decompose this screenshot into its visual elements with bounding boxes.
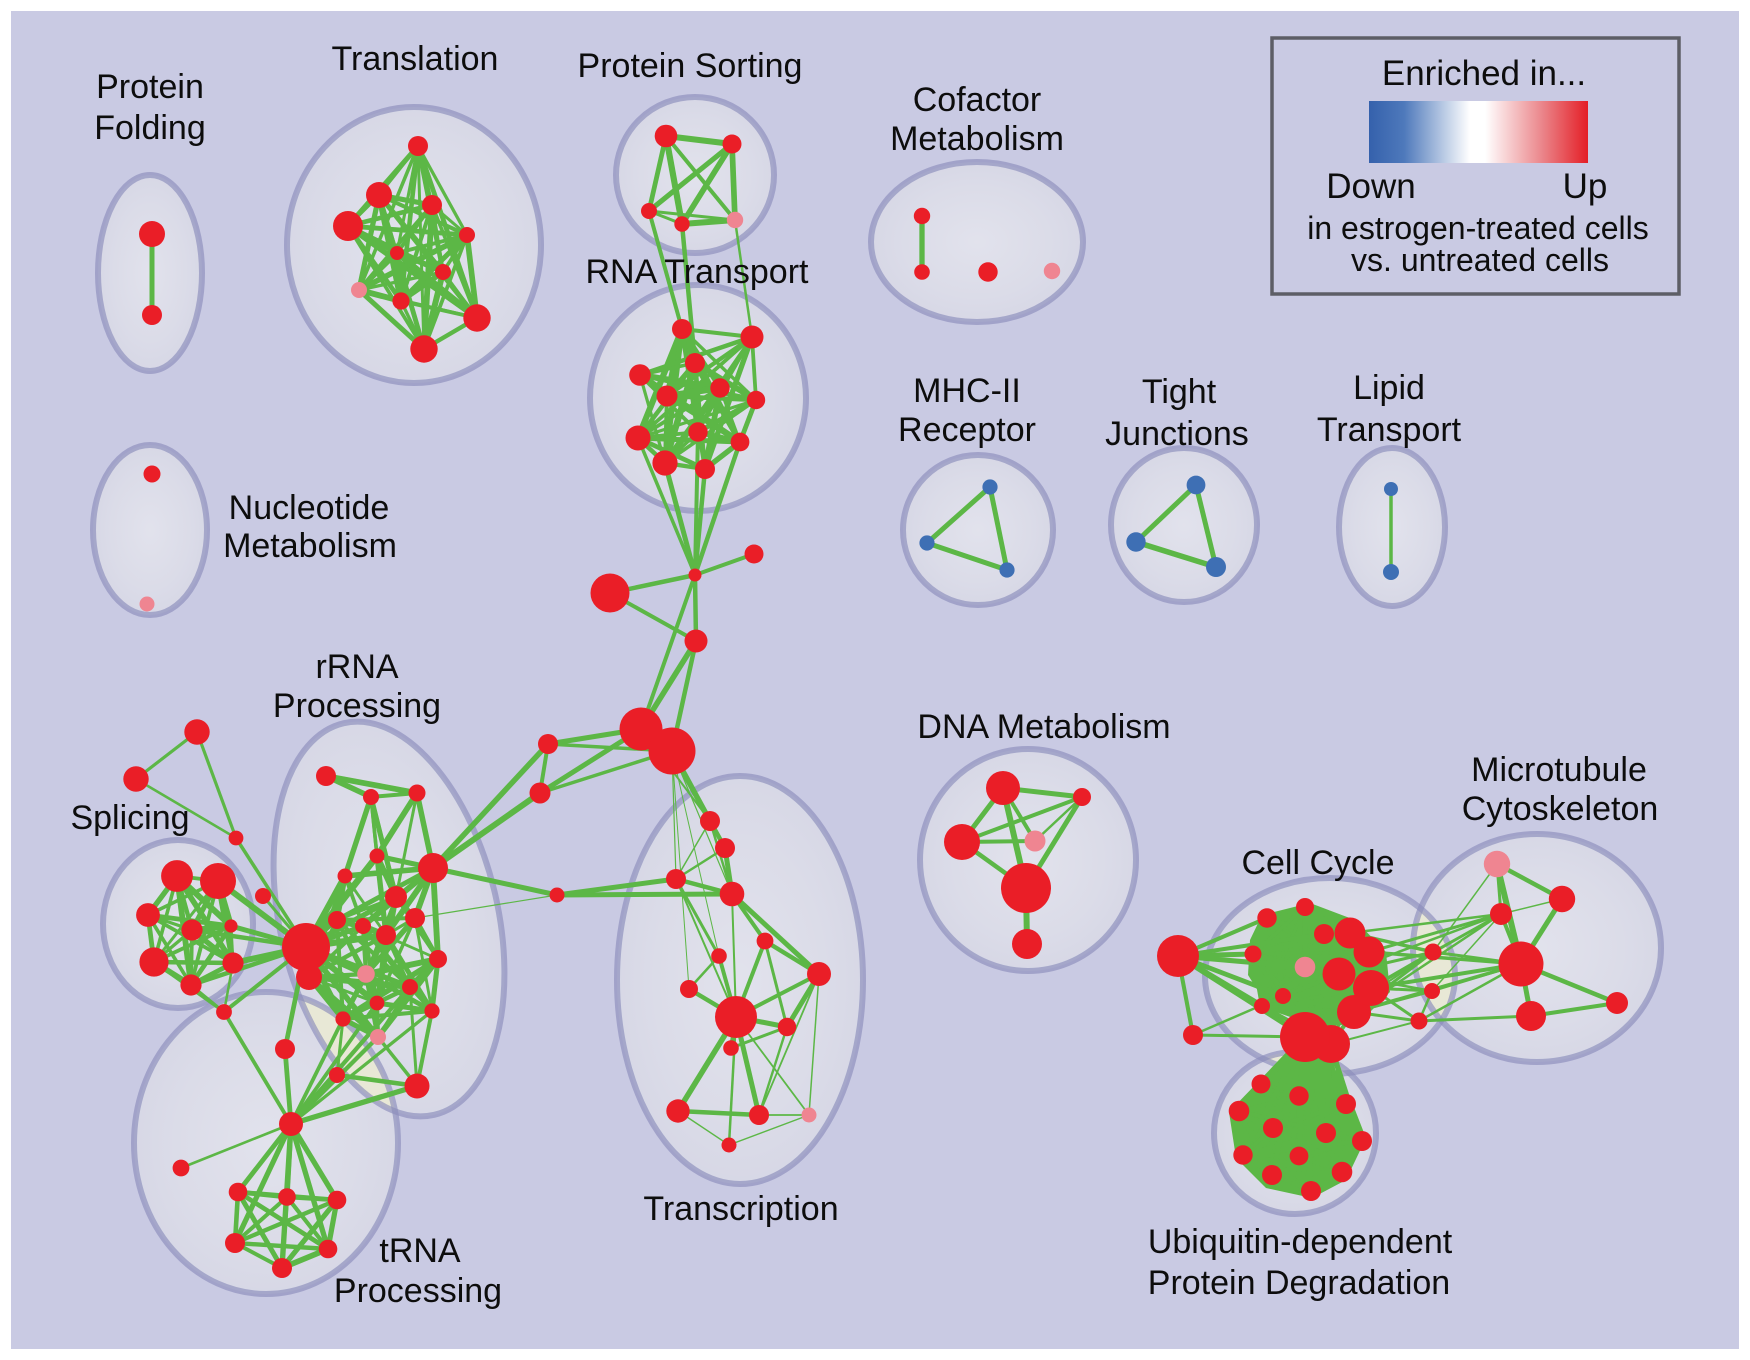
svg-text:tRNA: tRNA	[379, 1232, 461, 1270]
svg-text:RNA Transport: RNA Transport	[586, 253, 810, 291]
svg-text:Cytoskeleton: Cytoskeleton	[1462, 790, 1659, 828]
svg-text:Protein Sorting: Protein Sorting	[578, 47, 803, 85]
svg-text:Processing: Processing	[273, 687, 441, 725]
svg-text:Metabolism: Metabolism	[223, 527, 397, 565]
svg-text:Up: Up	[1563, 167, 1608, 206]
svg-text:Metabolism: Metabolism	[890, 120, 1064, 158]
svg-text:Processing: Processing	[334, 1272, 502, 1310]
svg-text:Folding: Folding	[94, 109, 206, 147]
svg-text:Translation: Translation	[332, 40, 499, 78]
svg-text:Nucleotide: Nucleotide	[229, 489, 390, 527]
svg-text:Junctions: Junctions	[1105, 415, 1249, 453]
svg-text:Lipid: Lipid	[1353, 369, 1425, 407]
svg-text:Splicing: Splicing	[70, 799, 189, 837]
svg-text:Microtubule: Microtubule	[1471, 751, 1647, 789]
svg-text:Protein: Protein	[96, 68, 204, 106]
svg-text:DNA Metabolism: DNA Metabolism	[917, 708, 1170, 746]
svg-text:Transcription: Transcription	[643, 1190, 838, 1228]
svg-text:rRNA: rRNA	[315, 648, 398, 686]
svg-text:Receptor: Receptor	[898, 411, 1036, 449]
svg-text:Protein Degradation: Protein Degradation	[1148, 1264, 1450, 1302]
svg-text:Ubiquitin-dependent: Ubiquitin-dependent	[1148, 1223, 1453, 1261]
svg-text:Tight: Tight	[1142, 373, 1217, 411]
svg-text:Cofactor: Cofactor	[913, 81, 1042, 119]
svg-text:Cell Cycle: Cell Cycle	[1241, 844, 1394, 882]
svg-text:in estrogen-treated cells: in estrogen-treated cells	[1307, 210, 1649, 246]
svg-text:Down: Down	[1326, 167, 1415, 206]
svg-text:Transport: Transport	[1317, 411, 1462, 449]
svg-text:MHC-II: MHC-II	[913, 372, 1021, 410]
svg-text:vs. untreated cells: vs. untreated cells	[1351, 242, 1609, 278]
svg-text:Enriched in...: Enriched in...	[1382, 54, 1586, 93]
